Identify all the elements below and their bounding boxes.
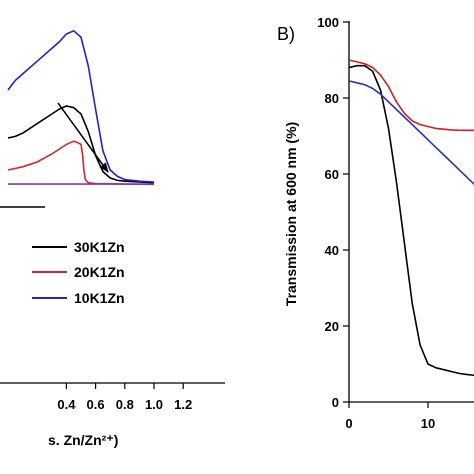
panel-b-x-ticks: 0 10: [345, 402, 435, 431]
panel-b-y-tick-label: 0: [332, 395, 339, 410]
panel-b-label: B): [277, 24, 295, 44]
panel-a-x-tick-label: 0.6: [87, 397, 105, 412]
panel-a-series: [7, 29, 155, 186]
trend-arrow: [57, 102, 109, 173]
panel-b-line-30k1zn: [349, 64, 474, 377]
panel-b-y-tick-label: 20: [325, 319, 339, 334]
panel-b-line-20k1zn: [349, 59, 474, 132]
panel-b-y-tick-label: 40: [325, 243, 339, 258]
panel-a-x-axis-title: s. Zn/Zn²⁺): [48, 432, 118, 448]
legend: 30K1Zn 20K1Zn 10K1Zn: [32, 239, 125, 306]
panel-a-x-tick-label: 1.2: [174, 397, 192, 412]
panel-b: B) Transmission at 600 nm (%) 0 20 40 60 80 1…: [277, 15, 474, 431]
panel-b-line-10k1zn: [349, 80, 474, 186]
legend-label-30k1zn: 30K1Zn: [74, 239, 125, 255]
legend-label-10k1zn: 10K1Zn: [74, 290, 125, 306]
panel-a-line-10k1zn: [7, 29, 155, 183]
panel-a-x-tick-label: 0.8: [116, 397, 134, 412]
panel-b-x-tick-label: 10: [421, 416, 435, 431]
panel-a-x-tick-label: 1.0: [145, 397, 163, 412]
panel-a-line-30k1zn: [7, 105, 155, 184]
panel-a: 30K1Zn 20K1Zn 10K1Zn 0.4 0.6 0.8 1.0 1.2 s. …: [0, 29, 225, 448]
panel-b-x-tick-label: 0: [345, 416, 352, 431]
panel-a-x-tick-label: 0.4: [57, 397, 76, 412]
panel-b-series: [349, 59, 474, 377]
panel-a-line-20k1zn: [7, 140, 155, 186]
panel-b-y-axis-title: Transmission at 600 nm (%): [283, 122, 299, 306]
legend-label-20k1zn: 20K1Zn: [74, 264, 125, 280]
panel-b-y-tick-label: 80: [325, 91, 339, 106]
panel-a-x-ticks: 0.4 0.6 0.8 1.0 1.2: [57, 383, 192, 412]
panel-b-y-tick-label: 100: [317, 15, 339, 30]
panel-b-y-ticks: 0 20 40 60 80 100: [317, 15, 349, 410]
panel-b-y-tick-label: 60: [325, 167, 339, 182]
